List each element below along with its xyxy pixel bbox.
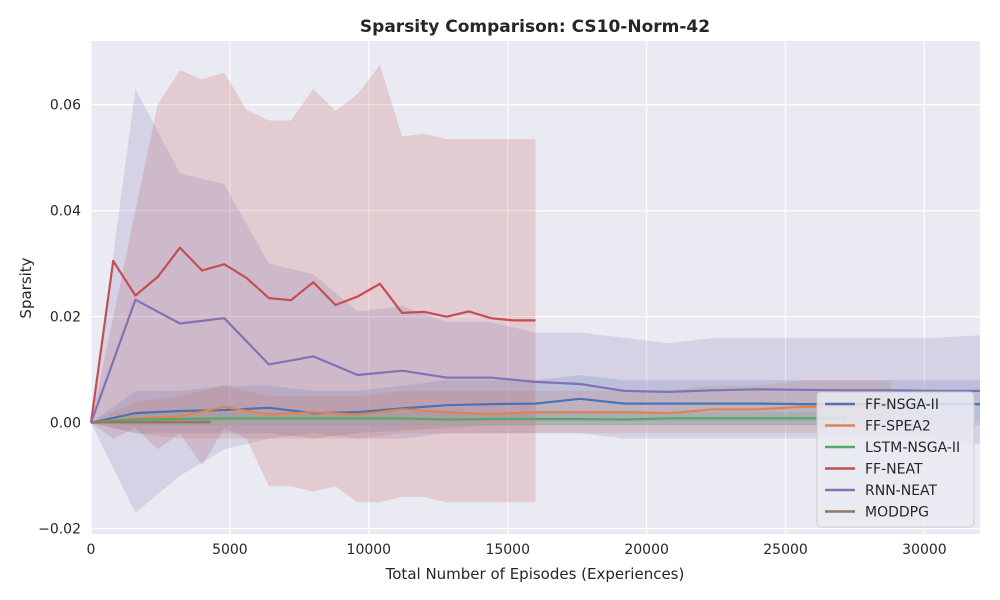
x-tick-label: 0 (87, 542, 96, 558)
x-tick-label: 15000 (485, 542, 530, 558)
moddpg-line (90, 421, 211, 424)
x-axis-label: Total Number of Episodes (Experiences) (385, 565, 685, 583)
legend-label-lstm-nsga-ii: LSTM-NSGA-II (865, 440, 960, 456)
x-tick-label: 5000 (212, 542, 248, 558)
ff-neat-line (89, 246, 536, 423)
rnn-neat-line (89, 298, 980, 424)
y-tick-label: 0.00 (50, 416, 81, 432)
legend-box (816, 391, 975, 528)
chart-title: Sparsity Comparison: CS10-Norm-42 (360, 17, 710, 37)
y-tick-label: 0.02 (50, 310, 81, 326)
y-tick-label: 0.04 (50, 204, 81, 220)
x-tick-label: 10000 (347, 542, 392, 558)
y-tick-label: 0.06 (50, 98, 81, 114)
ff-spea2-line (90, 405, 892, 424)
legend-label-rnn-neat: RNN-NEAT (865, 483, 938, 499)
legend-label-moddpg: MODDPG (865, 505, 929, 521)
legend: FF-NSGA-II FF-SPEA2 LSTM-NSGA-II FF-NEAT RNN… (816, 391, 975, 528)
x-tick-label: 25000 (763, 542, 808, 558)
y-axis-ticks: −0.02 0.00 0.02 0.04 0.06 (38, 98, 81, 538)
legend-label-ff-spea2: FF-SPEA2 (865, 419, 931, 435)
x-tick-label: 30000 (902, 542, 947, 558)
y-tick-label: −0.02 (38, 522, 81, 538)
legend-label-ff-nsga-ii: FF-NSGA-II (865, 397, 939, 413)
lstm-nsga-ii-line (90, 417, 847, 424)
x-axis-ticks: 0 5000 10000 15000 20000 25000 30000 (87, 542, 947, 558)
grid-lines (90, 41, 980, 534)
legend-label-ff-neat: FF-NEAT (865, 462, 923, 478)
rnn-neat-band (91, 88, 980, 513)
x-tick-label: 20000 (624, 542, 669, 558)
y-axis-label: Sparsity (17, 257, 35, 318)
ff-spea2-band (91, 380, 892, 439)
ff-nsga-ii-band (91, 375, 980, 439)
